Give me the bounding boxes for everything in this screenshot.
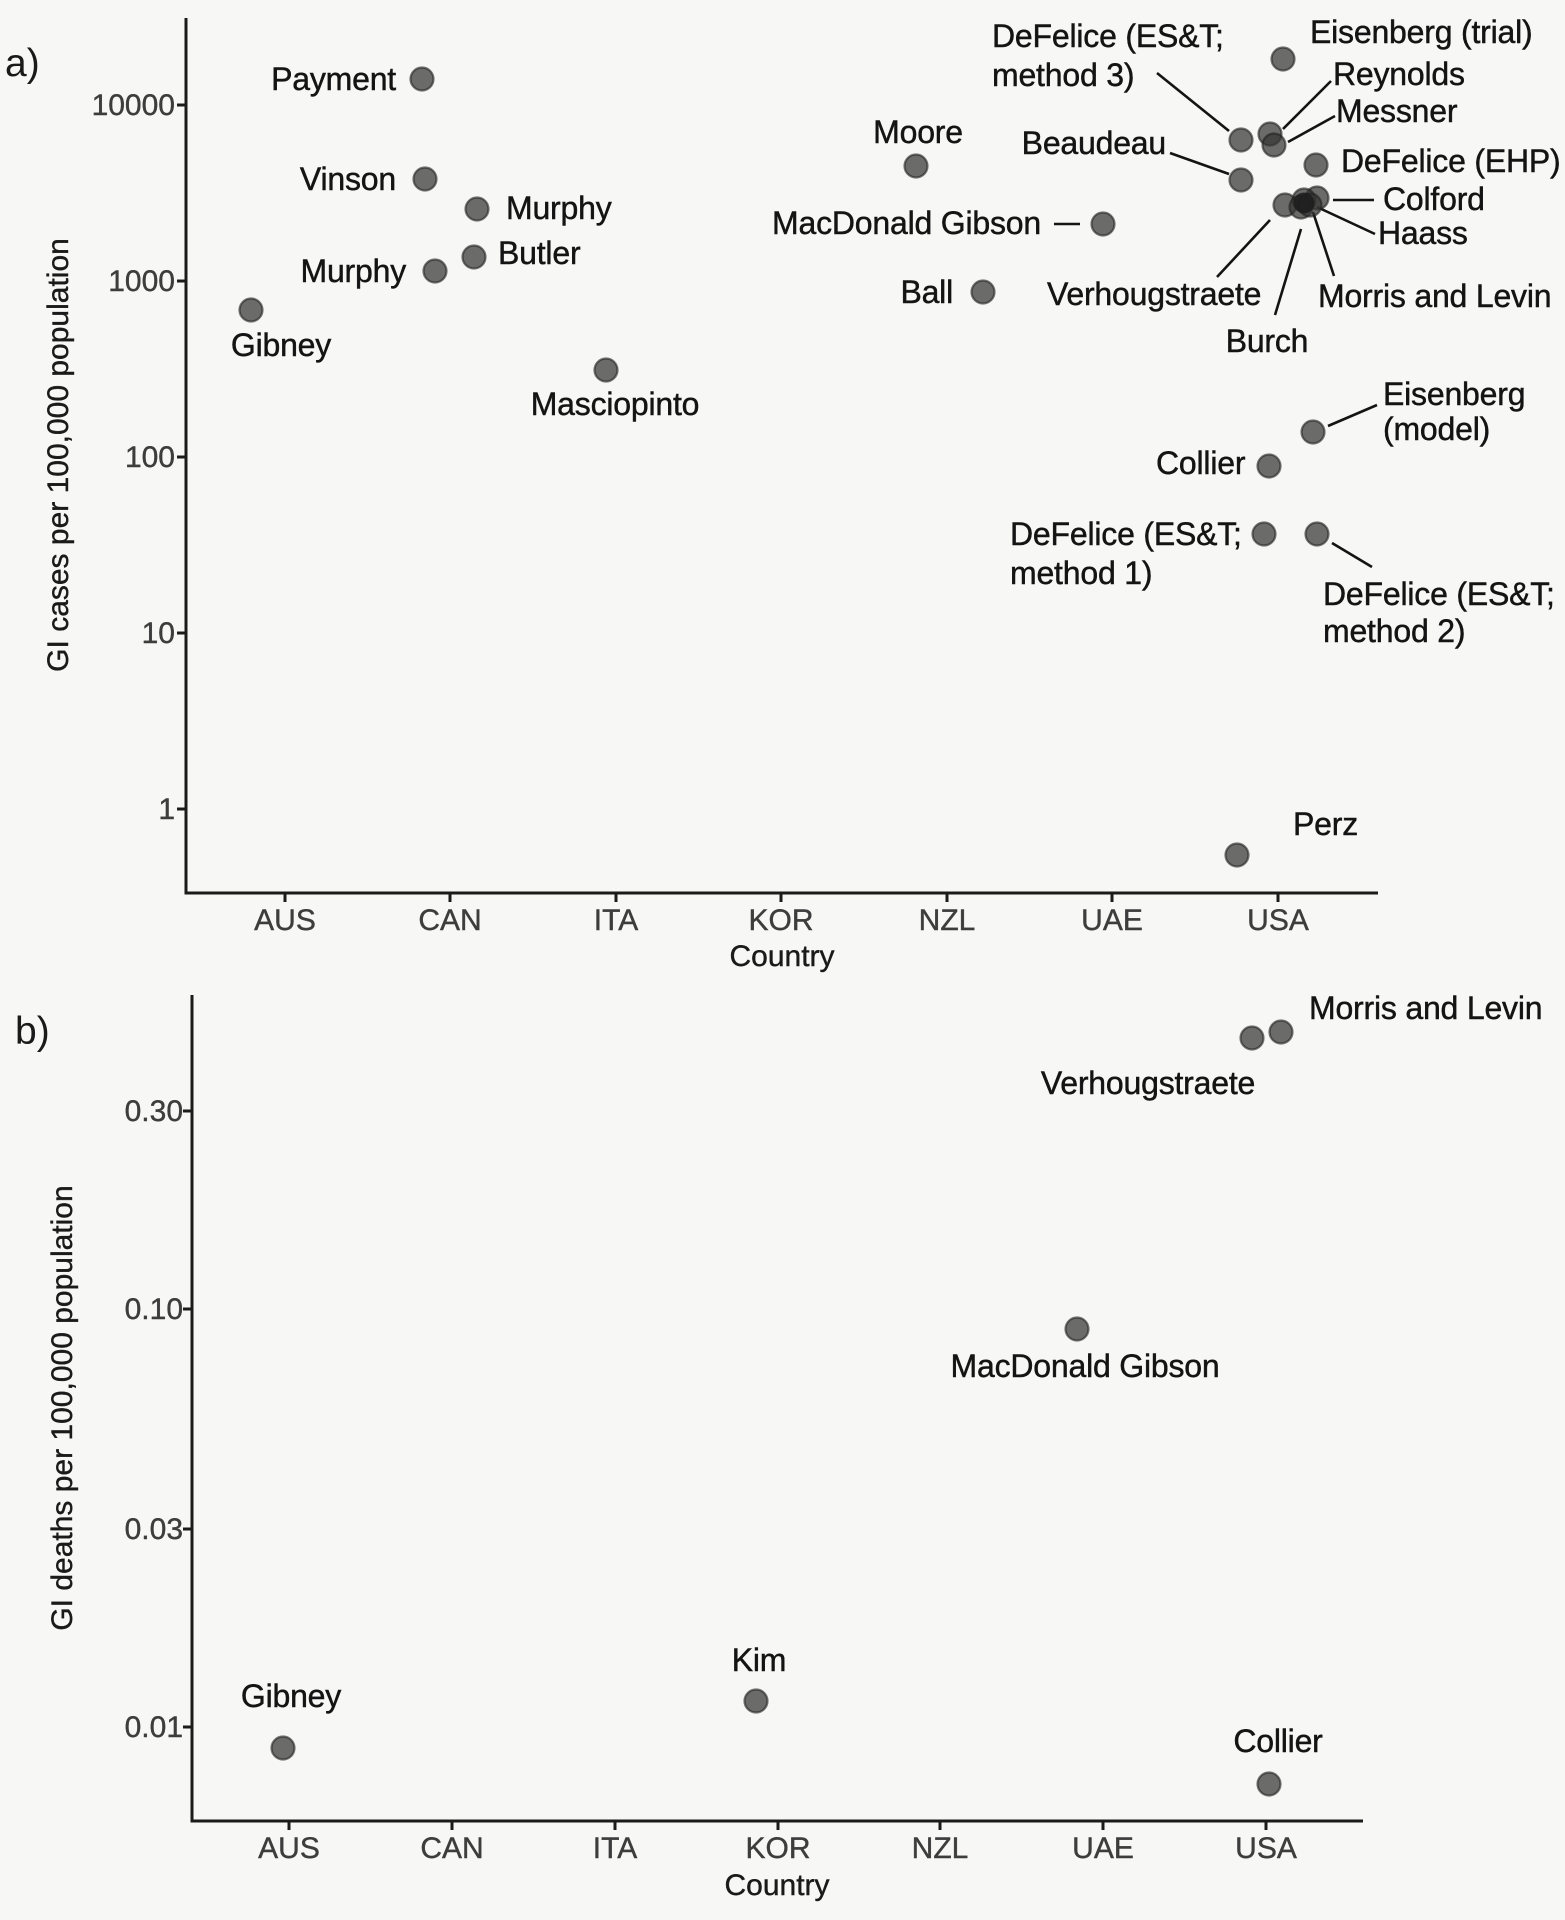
svg-text:Gibney: Gibney [241, 1678, 341, 1714]
svg-text:DeFelice (ES&T;: DeFelice (ES&T; [1010, 516, 1242, 552]
svg-text:GI cases per 100,000 populatio: GI cases per 100,000 population [42, 238, 75, 672]
svg-text:method 3): method 3) [992, 57, 1134, 93]
svg-text:Messner: Messner [1336, 93, 1458, 129]
svg-text:b): b) [15, 1010, 50, 1053]
svg-text:a): a) [5, 42, 40, 85]
svg-text:ITA: ITA [593, 1832, 637, 1865]
svg-text:Eisenberg (trial): Eisenberg (trial) [1310, 14, 1532, 50]
svg-text:Eisenberg: Eisenberg [1383, 376, 1525, 412]
svg-text:method 2): method 2) [1323, 613, 1465, 649]
svg-text:Morris and Levin: Morris and Levin [1309, 990, 1542, 1026]
svg-text:UAE: UAE [1072, 1832, 1134, 1865]
svg-text:Masciopinto: Masciopinto [531, 386, 700, 422]
svg-text:DeFelice (EHP): DeFelice (EHP) [1341, 143, 1560, 179]
svg-text:0.30: 0.30 [125, 1095, 183, 1128]
svg-text:AUS: AUS [254, 904, 316, 937]
svg-text:GI deaths per 100,000 populati: GI deaths per 100,000 population [46, 1185, 79, 1630]
svg-text:KOR: KOR [745, 1832, 810, 1865]
svg-text:Kim: Kim [732, 1642, 787, 1678]
svg-text:0.01: 0.01 [125, 1711, 183, 1744]
svg-text:ITA: ITA [594, 904, 638, 937]
svg-text:KOR: KOR [748, 904, 813, 937]
svg-text:DeFelice (ES&T;: DeFelice (ES&T; [992, 18, 1224, 54]
svg-text:0.10: 0.10 [125, 1293, 183, 1326]
svg-text:1: 1 [158, 793, 175, 826]
svg-text:(model): (model) [1383, 411, 1490, 447]
svg-text:Burch: Burch [1226, 323, 1309, 359]
svg-text:MacDonald Gibson: MacDonald Gibson [772, 205, 1041, 241]
svg-text:Country: Country [729, 940, 834, 973]
svg-text:AUS: AUS [258, 1832, 320, 1865]
svg-text:Butler: Butler [498, 235, 581, 271]
svg-text:MacDonald Gibson: MacDonald Gibson [951, 1348, 1220, 1384]
svg-text:UAE: UAE [1081, 904, 1143, 937]
svg-text:Collier: Collier [1233, 1723, 1323, 1759]
svg-text:USA: USA [1247, 904, 1309, 937]
svg-text:Verhougstraete: Verhougstraete [1041, 1065, 1255, 1101]
svg-text:0.03: 0.03 [125, 1513, 183, 1546]
svg-text:USA: USA [1235, 1832, 1297, 1865]
svg-text:method 1): method 1) [1010, 555, 1152, 591]
svg-text:Haass: Haass [1378, 215, 1468, 251]
svg-text:10: 10 [142, 617, 175, 650]
svg-text:1000: 1000 [108, 265, 175, 298]
svg-text:Moore: Moore [873, 114, 963, 150]
svg-text:CAN: CAN [420, 1832, 483, 1865]
svg-text:10000: 10000 [92, 89, 175, 122]
svg-text:100: 100 [125, 441, 175, 474]
svg-text:Murphy: Murphy [300, 253, 406, 289]
svg-text:Verhougstraete: Verhougstraete [1047, 276, 1261, 312]
svg-text:Reynolds: Reynolds [1333, 56, 1465, 92]
svg-text:Beaudeau: Beaudeau [1022, 125, 1166, 161]
svg-text:Payment: Payment [271, 61, 396, 97]
svg-text:NZL: NZL [919, 904, 976, 937]
svg-text:Perz: Perz [1293, 806, 1358, 842]
svg-text:NZL: NZL [912, 1832, 969, 1865]
svg-text:Colford: Colford [1383, 181, 1485, 217]
svg-text:Country: Country [724, 1869, 829, 1902]
svg-text:Gibney: Gibney [231, 327, 331, 363]
svg-text:Ball: Ball [900, 274, 953, 310]
svg-text:Morris and Levin: Morris and Levin [1318, 278, 1551, 314]
svg-text:DeFelice (ES&T;: DeFelice (ES&T; [1323, 576, 1555, 612]
svg-text:Murphy: Murphy [506, 190, 612, 226]
svg-text:Collier: Collier [1156, 445, 1246, 481]
svg-text:Vinson: Vinson [300, 161, 396, 197]
svg-text:CAN: CAN [418, 904, 481, 937]
